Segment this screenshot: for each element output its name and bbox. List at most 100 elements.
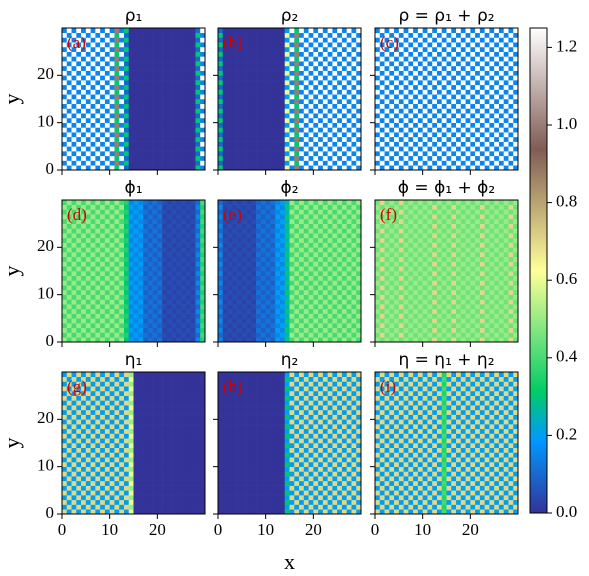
cell <box>389 155 395 161</box>
cell <box>436 237 443 243</box>
cell <box>147 308 153 314</box>
cell <box>332 223 338 229</box>
cell <box>318 327 324 333</box>
cell <box>237 266 243 272</box>
cell <box>394 117 400 123</box>
cell <box>81 46 87 52</box>
cell <box>384 141 390 147</box>
cell <box>484 117 490 123</box>
cell <box>143 285 149 291</box>
cell <box>351 155 357 161</box>
cell <box>138 103 144 109</box>
cell <box>413 280 419 286</box>
cell <box>90 337 96 343</box>
cell <box>398 337 404 343</box>
cell <box>341 32 347 38</box>
cell <box>85 280 91 286</box>
cell <box>143 146 149 152</box>
cell <box>327 32 333 38</box>
cell <box>351 299 357 305</box>
cell <box>241 80 247 86</box>
cell <box>441 165 447 171</box>
cell <box>275 323 281 329</box>
cell <box>76 237 82 243</box>
cell <box>152 252 158 258</box>
cell <box>346 56 352 62</box>
cell <box>303 233 309 239</box>
cell <box>413 285 419 291</box>
cell <box>498 127 504 133</box>
cell <box>138 313 144 319</box>
cell <box>218 42 224 48</box>
cell <box>299 42 305 48</box>
cell <box>227 65 233 71</box>
cell <box>176 151 182 157</box>
cell <box>227 61 233 67</box>
cell <box>237 136 243 142</box>
cell <box>346 304 352 310</box>
cell <box>185 327 191 333</box>
cell <box>195 271 201 277</box>
cell <box>62 256 68 262</box>
cell <box>403 318 409 324</box>
cell <box>152 327 158 333</box>
cell <box>379 99 385 105</box>
cell <box>327 332 333 338</box>
cell <box>279 132 286 138</box>
cell <box>289 160 295 166</box>
cell <box>308 261 314 267</box>
cell <box>313 141 319 147</box>
cell <box>109 94 115 100</box>
cell <box>484 151 490 157</box>
cell <box>318 160 324 166</box>
cell <box>71 304 77 310</box>
cell <box>251 209 257 215</box>
cell <box>303 151 309 157</box>
cell <box>446 155 452 161</box>
cell <box>503 108 509 114</box>
cell <box>119 285 125 291</box>
cell <box>62 289 68 295</box>
cell <box>241 84 247 90</box>
cell <box>284 117 290 123</box>
cell <box>413 233 419 239</box>
cell <box>265 46 271 52</box>
cell <box>241 70 247 76</box>
cell <box>128 247 134 253</box>
cell <box>436 261 443 267</box>
cell <box>128 304 134 310</box>
cell <box>195 113 201 119</box>
cell <box>289 155 295 161</box>
cell <box>498 103 504 109</box>
cell <box>270 165 276 171</box>
cell <box>289 233 295 239</box>
cell <box>465 61 471 67</box>
cell <box>123 99 130 105</box>
cell <box>318 256 324 262</box>
cell <box>241 223 247 229</box>
cell <box>398 151 404 157</box>
cell <box>356 228 362 234</box>
cell <box>379 242 385 248</box>
cell <box>308 51 314 57</box>
cell <box>389 256 395 262</box>
cell <box>346 127 352 133</box>
cell <box>62 141 68 147</box>
cell <box>408 266 414 272</box>
cell <box>200 308 206 314</box>
cell <box>162 127 168 133</box>
cell <box>241 89 247 95</box>
cell <box>71 294 77 300</box>
cell <box>66 285 72 291</box>
cell <box>275 294 281 300</box>
cell <box>104 46 110 52</box>
cell <box>484 103 490 109</box>
cell <box>109 32 115 38</box>
cell <box>95 70 101 76</box>
cell <box>346 70 352 76</box>
cell <box>332 280 338 286</box>
cell <box>104 223 110 229</box>
cell <box>162 132 168 138</box>
cell <box>513 165 519 171</box>
cell <box>427 132 433 138</box>
